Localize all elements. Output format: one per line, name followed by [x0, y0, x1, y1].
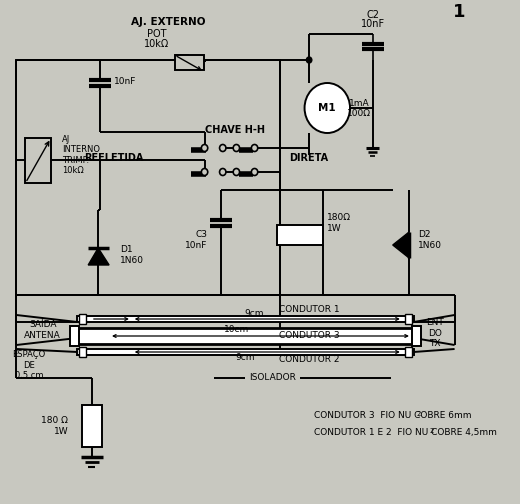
Text: M1: M1 [318, 103, 336, 113]
Circle shape [305, 83, 350, 133]
Bar [82, 405, 102, 447]
Bar [405, 347, 412, 357]
Text: 10nF: 10nF [114, 78, 136, 87]
Text: CONDUTOR 3  FIO NU COBRE 6mm: CONDUTOR 3 FIO NU COBRE 6mm [314, 410, 471, 419]
Text: ISOLADOR: ISOLADOR [249, 373, 296, 383]
Bar [77, 328, 413, 344]
Polygon shape [88, 248, 109, 265]
Text: 10cm: 10cm [224, 326, 249, 335]
Text: 180Ω
1W: 180Ω 1W [327, 213, 352, 233]
Circle shape [251, 168, 258, 175]
Text: CONDUTOR 3: CONDUTOR 3 [279, 332, 340, 341]
Bar [70, 326, 79, 346]
Text: 180 Ω
1W: 180 Ω 1W [41, 416, 68, 435]
Text: CONDUTOR 2: CONDUTOR 2 [279, 355, 340, 364]
Text: CONDUTOR 1 E 2  FIO NU COBRE 4,5mm: CONDUTOR 1 E 2 FIO NU COBRE 4,5mm [314, 427, 497, 436]
Text: CONDUTOR 1: CONDUTOR 1 [279, 305, 340, 314]
Bar [79, 347, 86, 357]
Text: 9cm: 9cm [245, 308, 264, 318]
Circle shape [201, 168, 207, 175]
Bar [412, 326, 421, 346]
Text: 10kΩ: 10kΩ [144, 39, 169, 49]
Text: 1: 1 [453, 3, 465, 21]
Text: SAÍDA
ANTENA: SAÍDA ANTENA [24, 321, 61, 340]
Text: C3
10nF: C3 10nF [185, 230, 207, 249]
Text: POT: POT [147, 29, 166, 39]
Bar [77, 349, 413, 355]
Circle shape [251, 145, 258, 152]
Circle shape [201, 145, 207, 152]
Text: 10nF: 10nF [361, 19, 385, 29]
Polygon shape [393, 232, 409, 258]
Circle shape [219, 145, 226, 152]
Text: 2: 2 [429, 428, 434, 434]
Bar [79, 314, 86, 324]
Text: 100Ω: 100Ω [347, 108, 371, 117]
Bar [25, 138, 51, 183]
Text: D1
1N60: D1 1N60 [120, 245, 144, 265]
Text: AJ. EXTERNO: AJ. EXTERNO [131, 17, 205, 27]
Text: ESPAÇO
DE
0,5 cm: ESPAÇO DE 0,5 cm [12, 350, 46, 380]
Bar [77, 316, 413, 322]
Text: ENT
DO
TX: ENT DO TX [426, 318, 444, 348]
Bar [16, 60, 280, 295]
Text: 2: 2 [417, 411, 421, 417]
Circle shape [233, 168, 240, 175]
Text: C2: C2 [366, 10, 379, 20]
Text: DIRETA: DIRETA [289, 153, 328, 163]
Circle shape [233, 145, 240, 152]
Text: REFLETIDA: REFLETIDA [84, 153, 144, 163]
Text: D2
1N60: D2 1N60 [418, 230, 442, 249]
Bar [405, 314, 412, 324]
Bar [277, 225, 323, 245]
Text: CHAVE H-H: CHAVE H-H [204, 125, 265, 135]
Text: 1mA: 1mA [349, 98, 369, 107]
Circle shape [306, 57, 312, 63]
Circle shape [219, 168, 226, 175]
Text: 9cm: 9cm [236, 353, 255, 362]
Bar [175, 55, 204, 70]
Text: AJ
INTERNO
TRIMP.
10kΩ: AJ INTERNO TRIMP. 10kΩ [62, 135, 100, 175]
